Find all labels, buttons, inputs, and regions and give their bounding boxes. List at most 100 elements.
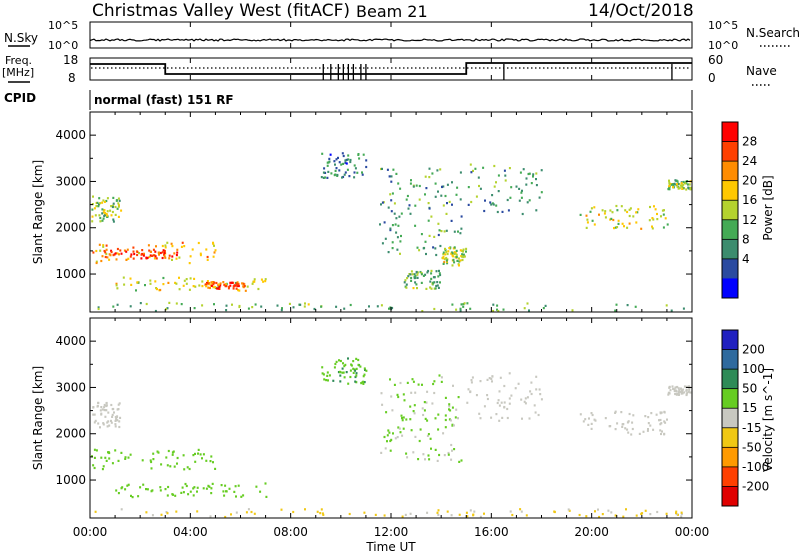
echo-cell [418, 198, 421, 201]
echo-cell [483, 405, 486, 408]
echo-cell [119, 416, 122, 419]
echo-cell [444, 414, 447, 417]
echo-cell [677, 392, 680, 395]
echo-cell [439, 244, 442, 248]
echo-cell [259, 490, 262, 493]
echo-cell [674, 392, 677, 396]
colorbar-block [722, 161, 738, 182]
colorbar-block [722, 278, 738, 299]
echo-cell [126, 248, 129, 251]
echo-cell [432, 246, 435, 249]
echo-cell [475, 394, 478, 397]
echo-cell [590, 207, 593, 210]
echo-cell [238, 289, 241, 292]
echo-cell [328, 374, 331, 377]
echo-cell [676, 180, 679, 183]
echo-cell [129, 255, 132, 258]
echo-cell [678, 389, 681, 392]
echo-cell [169, 465, 172, 468]
echo-cell [408, 204, 411, 207]
echo-cell [374, 513, 377, 516]
freq-unit-label: [MHz] [2, 66, 34, 79]
echo-cell [97, 307, 100, 311]
echo-cell [472, 514, 475, 517]
echo-cell [539, 393, 542, 396]
echo-cell [495, 204, 498, 207]
echo-cell [475, 195, 478, 198]
echo-cell [344, 171, 347, 174]
echo-cell [427, 202, 430, 205]
range-tick-label: 2000 [55, 427, 86, 441]
echo-cell [347, 382, 350, 385]
freq-panel: Freq. [MHz] 18 8 60 0 Nave [2, 53, 777, 86]
echo-cell [139, 486, 142, 489]
echo-cell [395, 231, 398, 234]
echo-cell [155, 245, 157, 248]
echo-cell [130, 283, 133, 286]
echo-cell [405, 283, 408, 286]
echo-cell [427, 433, 430, 436]
echo-cell [211, 482, 214, 485]
echo-cell [112, 305, 115, 308]
echo-cell [198, 284, 201, 287]
noise-left-tick-bottom: 10^0 [48, 39, 78, 52]
echo-cell [307, 303, 310, 306]
echo-cell [120, 252, 123, 255]
echo-cell [280, 309, 283, 312]
echo-cell [201, 304, 204, 307]
echo-cell [114, 419, 117, 422]
echo-cell [406, 456, 409, 459]
echo-cell [675, 511, 677, 515]
echo-cell [437, 428, 440, 431]
echo-cell [394, 223, 397, 226]
echo-cell [255, 485, 258, 488]
echo-cell [522, 168, 525, 171]
echo-cell [143, 252, 145, 255]
cpid-panel: CPID normal (fast) 151 RF [4, 90, 693, 110]
colorbar-block [722, 427, 738, 448]
echo-cell [362, 153, 365, 156]
echo-cell [224, 283, 227, 286]
echo-cell [553, 510, 556, 513]
echo-cell [588, 417, 590, 420]
echo-cell [364, 368, 366, 371]
echo-cell [496, 304, 499, 307]
echo-cell [343, 307, 346, 310]
time-axis: 00:00 04:00 08:00 12:00 16:00 20:00 00:00 [73, 22, 709, 539]
echo-cell [136, 281, 139, 284]
echo-cell [469, 509, 472, 512]
echo-cell [473, 510, 476, 513]
echo-cell [610, 511, 613, 514]
echo-cell [666, 418, 668, 421]
echo-cell [689, 188, 692, 191]
echo-cell [640, 227, 643, 230]
echo-cell [571, 309, 574, 312]
echo-cell [491, 380, 493, 383]
echo-cell [329, 153, 332, 156]
echo-cell [353, 368, 356, 371]
echo-cell [235, 282, 238, 285]
echo-cell [631, 427, 634, 431]
echo-cell [357, 363, 360, 366]
echo-cell [616, 422, 619, 425]
echo-cell [397, 395, 400, 399]
echo-cell [91, 215, 94, 218]
echo-cell [457, 396, 460, 399]
echo-cell [432, 281, 435, 284]
echo-cell [120, 508, 123, 511]
echo-cell [391, 409, 394, 412]
echo-cell [658, 419, 660, 422]
echo-cell [234, 485, 237, 488]
echo-cell [414, 224, 417, 227]
echo-cell [668, 179, 670, 182]
echo-cell [130, 494, 132, 497]
echo-cell [498, 390, 501, 393]
echo-cell [342, 362, 344, 365]
echo-cell [666, 223, 669, 226]
colorbar-tick-label: 50 [742, 382, 757, 396]
echo-cell [433, 307, 436, 311]
echo-cell [162, 276, 165, 280]
echo-cell [624, 427, 627, 430]
echo-cell [452, 424, 455, 427]
echo-cell [424, 273, 427, 276]
